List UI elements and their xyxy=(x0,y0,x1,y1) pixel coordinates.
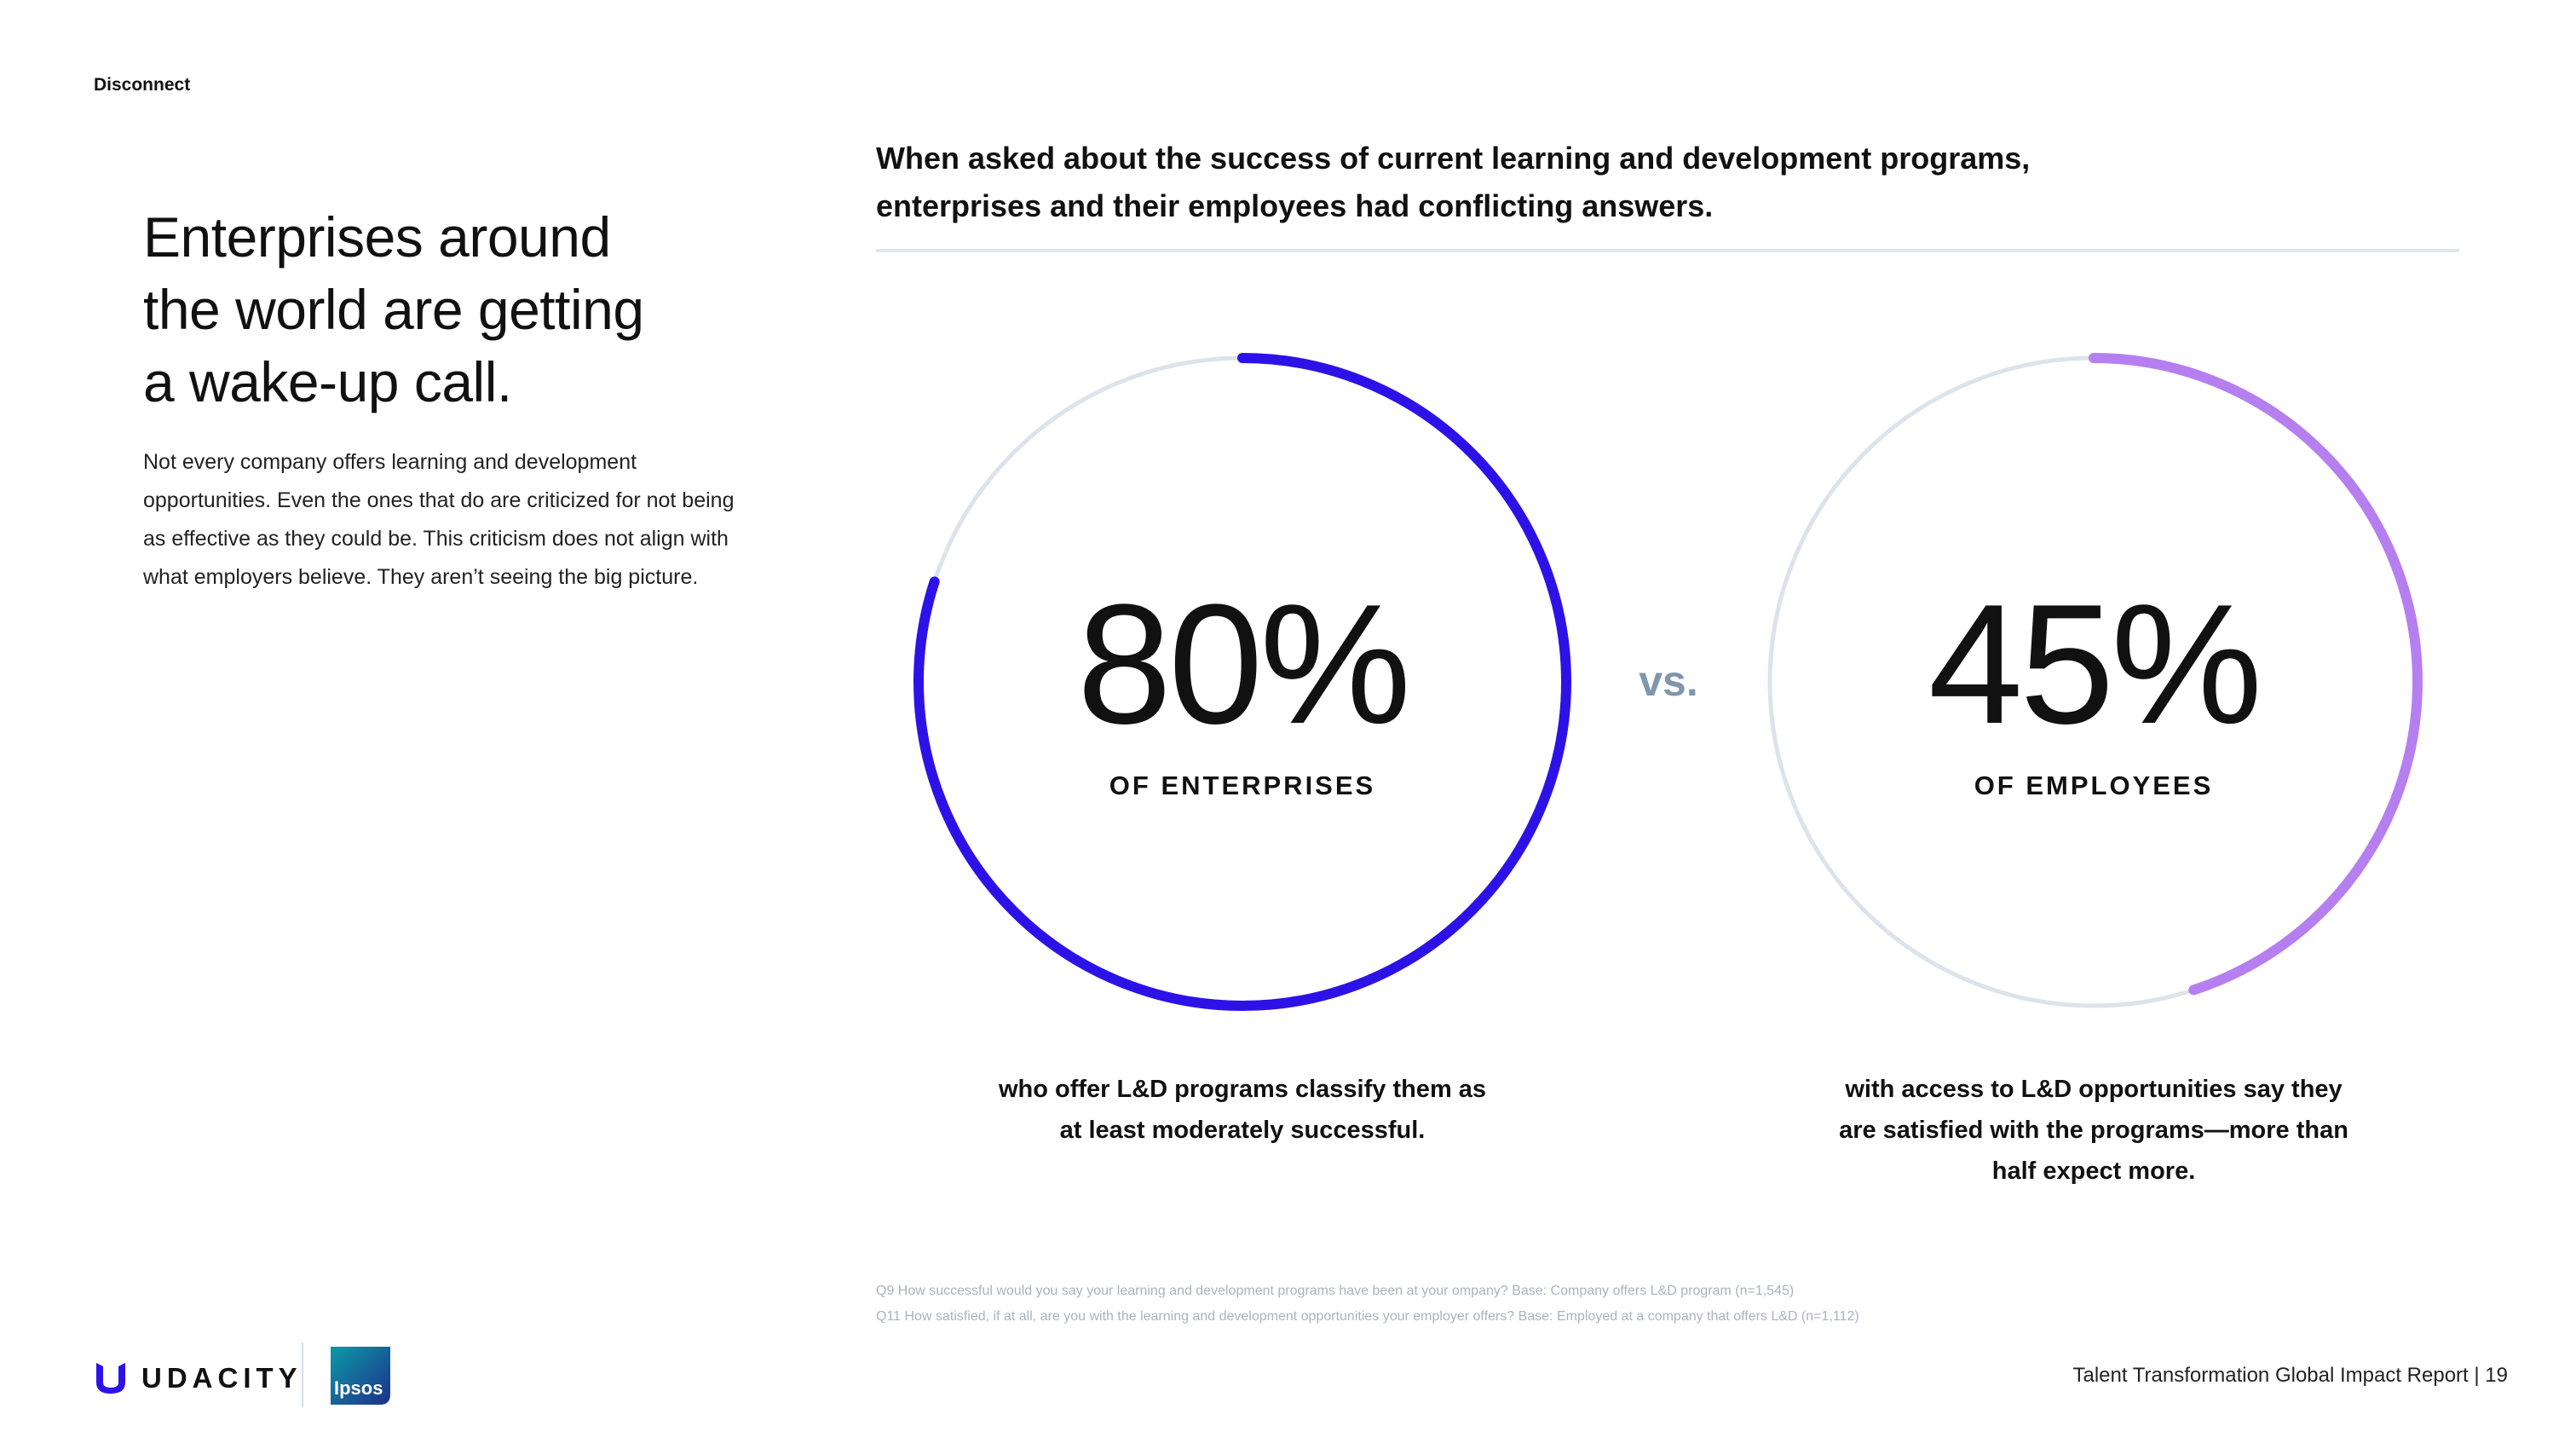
enterprises-caption-line-1: who offer L&D programs classify them as xyxy=(998,1076,1487,1103)
footer-separator: | xyxy=(2474,1364,2480,1387)
udacity-u-icon xyxy=(96,1363,125,1394)
headline-line-1: Enterprises around xyxy=(143,205,611,268)
employees-percent: 45% xyxy=(1928,569,2262,759)
stat-intro: When asked about the success of current … xyxy=(876,135,2205,230)
headline-line-3: a wake-up call. xyxy=(143,350,512,413)
employees-caption-line-3: half expect more. xyxy=(1991,1157,2196,1185)
section-label: Disconnect xyxy=(94,75,191,95)
employees-ring xyxy=(1765,353,2423,1011)
page-number: 19 xyxy=(2485,1364,2508,1387)
ipsos-logo: Ipsos xyxy=(327,1345,394,1406)
enterprises-ring xyxy=(913,353,1571,1011)
logo-divider xyxy=(302,1342,303,1407)
report-title: Talent Transformation Global Impact Repo… xyxy=(2072,1364,2469,1387)
employees-caption-line-1: with access to L&D opportunities say the… xyxy=(1845,1076,2343,1103)
vs-label: vs. xyxy=(1639,657,1698,705)
employees-label: OF EMPLOYEES xyxy=(1974,771,2214,800)
intro-body-text: Not every company offers learning and de… xyxy=(143,450,735,589)
divider-rule xyxy=(876,249,2459,252)
footnote-q11: Q11 How satisfied, if at all, are you wi… xyxy=(876,1309,1859,1324)
enterprises-ring-progress xyxy=(913,353,1571,1011)
page-headline: Enterprises around the world are getting… xyxy=(143,201,757,419)
enterprises-caption-line-2: at least moderately successful. xyxy=(1059,1117,1426,1144)
ipsos-wordmark: Ipsos xyxy=(334,1377,383,1399)
stat-intro-line-2: enterprises and their employees had conf… xyxy=(876,188,1714,223)
employees-caption: with access to L&D opportunities say the… xyxy=(1804,1069,2383,1192)
employees-ring-progress xyxy=(1765,353,2423,1011)
udacity-wordmark: UDACITY xyxy=(141,1362,303,1394)
headline-line-2: the world are getting xyxy=(143,278,644,341)
footnote-q9: Q9 How successful would you say your lea… xyxy=(876,1284,1795,1298)
enterprises-caption: who offer L&D programs classify them as … xyxy=(953,1069,1532,1151)
enterprises-label: OF ENTERPRISES xyxy=(1109,771,1376,800)
report-footer: Talent Transformation Global Impact Repo… xyxy=(2073,1364,2509,1388)
footnotes: Q9 How successful would you say your lea… xyxy=(876,1279,2410,1330)
employees-caption-line-2: are satisfied with the programs—more tha… xyxy=(1839,1117,2348,1144)
udacity-logo: UDACITY xyxy=(92,1359,303,1398)
enterprises-percent: 80% xyxy=(1076,569,1411,759)
stat-intro-line-1: When asked about the success of current … xyxy=(876,141,2031,176)
